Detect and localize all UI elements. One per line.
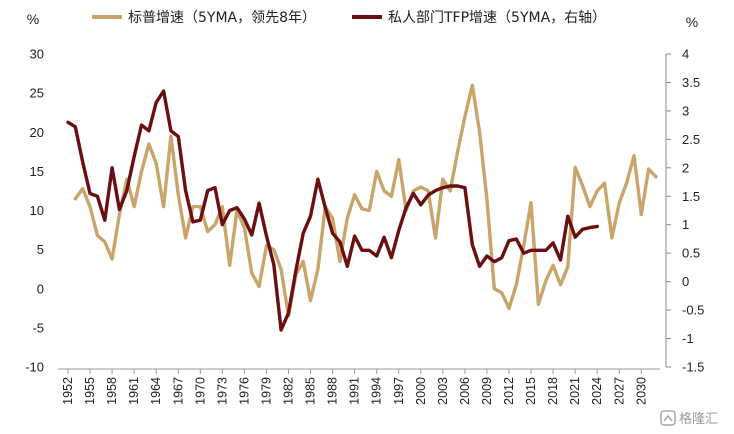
right-axis-unit: % bbox=[686, 14, 698, 30]
x-tick-label: 2003 bbox=[436, 377, 450, 405]
left-tick-label: -5 bbox=[32, 320, 44, 335]
right-tick-label: 0.5 bbox=[682, 246, 700, 261]
x-tick-label: 2012 bbox=[502, 377, 516, 405]
left-tick-label: 20 bbox=[30, 125, 44, 140]
right-tick-label: 2.5 bbox=[682, 132, 700, 147]
right-tick-label: 3 bbox=[682, 103, 689, 118]
series-layer bbox=[66, 83, 658, 332]
x-tick-label: 2027 bbox=[612, 377, 626, 405]
x-tick-label: 1967 bbox=[171, 377, 185, 405]
right-tick-label: 3.5 bbox=[682, 75, 700, 90]
x-tick-label: 1994 bbox=[370, 377, 384, 405]
left-tick-label: 25 bbox=[30, 86, 44, 101]
x-tick-label: 1988 bbox=[326, 377, 340, 405]
x-tick-label: 2015 bbox=[524, 377, 538, 405]
x-tick-label: 1952 bbox=[61, 377, 75, 405]
right-tick-label: 1 bbox=[682, 217, 689, 232]
left-tick-label: 15 bbox=[30, 164, 44, 179]
right-tick-label: -1 bbox=[682, 331, 694, 346]
left-tick-label: 5 bbox=[37, 242, 44, 257]
x-tick-label: 1997 bbox=[392, 377, 406, 405]
right-tick-label: 2 bbox=[682, 160, 689, 175]
x-axis: 1952 1955 1958 1961 1964 1967 1970 1973 1976 1979… bbox=[58, 368, 660, 405]
left-axis: % 30 25 20 15 10 5 0 -5 -10 bbox=[25, 11, 44, 375]
x-tick-label: 1982 bbox=[282, 377, 296, 405]
legend-label-1: 标普增速（5YMA，领先8年） bbox=[128, 10, 316, 26]
x-tick-label: 2021 bbox=[568, 377, 582, 405]
legend: 标普增速（5YMA，领先8年） 私人部门TFP增速（5YMA，右轴） bbox=[92, 10, 606, 26]
legend-label-2: 私人部门TFP增速（5YMA，右轴） bbox=[388, 10, 606, 26]
watermark-logo-icon bbox=[660, 410, 676, 426]
left-tick-label: -10 bbox=[25, 360, 44, 375]
x-tick-label: 2018 bbox=[546, 377, 560, 405]
x-tick-label: 1985 bbox=[304, 377, 318, 405]
x-tick-label: 2000 bbox=[414, 377, 428, 405]
x-tick-label: 2006 bbox=[458, 377, 472, 405]
left-tick-label: 30 bbox=[30, 47, 44, 62]
x-tick-label: 1964 bbox=[149, 377, 163, 405]
x-tick-label: 1976 bbox=[237, 377, 251, 405]
series-line-2 bbox=[66, 89, 599, 332]
left-tick-label: 10 bbox=[30, 203, 44, 218]
series-line-1 bbox=[73, 83, 658, 318]
x-tick-label: 2030 bbox=[634, 377, 648, 405]
right-tick-label: 0 bbox=[682, 274, 689, 289]
x-tick-label: 1970 bbox=[193, 377, 207, 405]
left-axis-unit: % bbox=[27, 11, 39, 27]
x-tick-label: 1979 bbox=[259, 377, 273, 405]
x-tick-label: 1973 bbox=[215, 377, 229, 405]
x-tick-label: 1961 bbox=[127, 377, 141, 405]
right-axis: % 4 3.5 3 2.5 2 1.5 1 0.5 0 -0.5 -1 -1.5 bbox=[665, 14, 704, 375]
left-tick-label: 0 bbox=[37, 281, 44, 296]
right-tick-label: 4 bbox=[682, 47, 689, 62]
right-tick-label: -0.5 bbox=[682, 303, 704, 318]
right-tick-label: -1.5 bbox=[682, 360, 704, 375]
right-tick-label: 1.5 bbox=[682, 189, 700, 204]
x-tick-label: 2009 bbox=[480, 377, 494, 405]
watermark-text: 格隆汇 bbox=[679, 411, 718, 427]
x-tick-label: 1955 bbox=[83, 377, 97, 405]
watermark: 格隆汇 bbox=[660, 410, 718, 427]
x-tick-label: 1958 bbox=[105, 377, 119, 405]
x-tick-label: 2024 bbox=[590, 377, 604, 405]
x-tick-label: 1991 bbox=[348, 377, 362, 405]
watermark-logo-mark bbox=[663, 414, 673, 422]
